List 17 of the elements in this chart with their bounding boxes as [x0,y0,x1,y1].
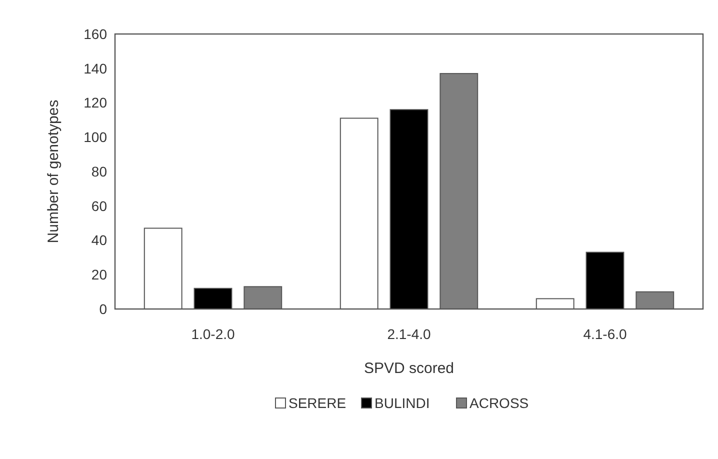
y-tick-label: 80 [91,163,108,180]
legend-label: ACROSS [470,395,529,411]
legend-label: BULINDI [374,395,430,411]
y-tick-label: 120 [84,94,108,111]
y-tick-label: 100 [84,129,108,146]
y-tick-label: 140 [84,60,108,76]
y-tick-label: 0 [99,300,108,317]
y-tick-label: 160 [84,26,108,42]
legend-label: SERERE [288,395,346,411]
y-tick-label: 40 [91,232,108,248]
x-tick-label: 2.1-4.0 [387,326,432,342]
x-tick-label: 1.0-2.0 [191,326,236,342]
y-tick-label: 20 [91,266,108,283]
x-tick-label: 4.1-6.0 [583,326,628,342]
y-axis-title: Number of genotypes [45,100,62,244]
x-axis-title: SPVD scored [364,360,454,377]
y-tick-label: 60 [91,198,108,214]
